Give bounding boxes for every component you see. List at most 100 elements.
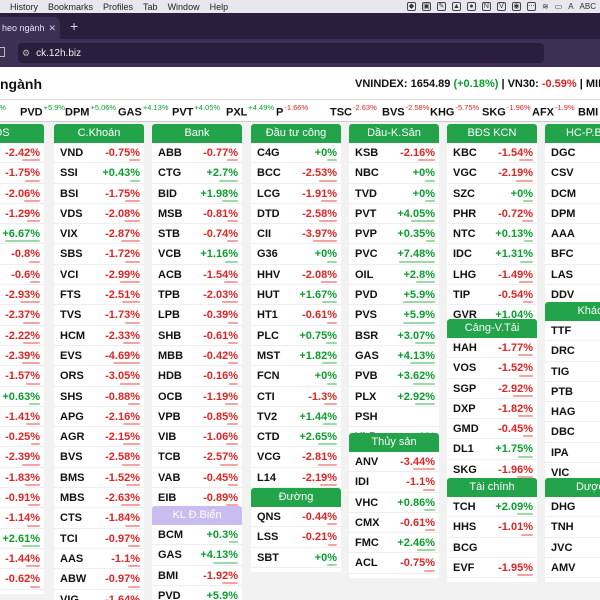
stock-row[interactable]: L14 -2.19% (251, 468, 341, 489)
stock-row[interactable]: DRC (545, 341, 600, 362)
stock-row[interactable]: HT1 -0.61% (251, 305, 341, 326)
stock-row[interactable]: NBC +0% (349, 163, 439, 184)
stock-row[interactable]: BCG (447, 538, 537, 558)
stock-row[interactable]: VCG -2.81% (251, 447, 341, 468)
ticker-item[interactable]: AFX-1.9% (532, 103, 575, 119)
stock-row[interactable]: ACB -1.54% (152, 265, 242, 286)
input-source-label[interactable]: ABC (579, 2, 596, 11)
stock-row[interactable]: CTG +2.7% (152, 163, 242, 184)
stock-row[interactable]: TPB -2.03% (152, 285, 242, 306)
stock-row[interactable]: BMS -1.52% (54, 468, 144, 489)
tray-triangle-icon[interactable]: ▲ (451, 2, 461, 11)
stock-row[interactable]: ANV -3.44% (349, 452, 439, 473)
stock-row[interactable]: -1.44% (0, 549, 44, 570)
stock-row[interactable]: -1.83% (0, 468, 44, 489)
stock-row[interactable]: SHB -0.61% (152, 326, 242, 346)
stock-row[interactable]: CII -3.97% (251, 224, 341, 245)
stock-row[interactable]: FTS -2.51% (54, 285, 144, 306)
stock-row[interactable]: CTI -1.3% (251, 387, 341, 407)
tray-app-icon[interactable]: ◆ (406, 2, 416, 11)
stock-row[interactable]: AGR -2.15% (54, 427, 144, 448)
stock-row[interactable]: -1.41% (0, 407, 44, 428)
stock-row[interactable]: EVF -1.95% (447, 558, 537, 579)
menu-history[interactable]: History (10, 1, 39, 12)
stock-row[interactable]: DL1 +1.75% (447, 439, 537, 460)
stock-row[interactable]: PHR -0.72% (447, 204, 537, 225)
stock-row[interactable]: MBS -2.63% (54, 488, 144, 509)
menu-bookmarks[interactable]: Bookmarks (48, 1, 94, 12)
stock-row[interactable]: LCG -1.91% (251, 184, 341, 204)
stock-row[interactable]: ORS -3.05% (54, 366, 144, 387)
stock-row[interactable]: +2.61% (0, 529, 44, 549)
stock-row[interactable]: SSI +0.43% (54, 163, 144, 184)
stock-row[interactable]: HAG (545, 402, 600, 423)
stock-row[interactable]: -0.91% (0, 488, 44, 509)
tab-close-icon[interactable]: ✕ (48, 22, 57, 33)
browser-tab-active[interactable]: heo ngành ✕ (0, 17, 60, 39)
stock-row[interactable]: -2.42% (0, 143, 44, 164)
stock-row[interactable]: -1.14% (0, 508, 44, 529)
stock-row[interactable]: -1.29% (0, 204, 44, 225)
stock-row[interactable]: VPB -0.85% (152, 407, 242, 428)
sector-header[interactable]: Khác (545, 302, 600, 321)
stock-row[interactable]: G36 +0% (251, 244, 341, 265)
stock-row[interactable]: TCI -0.97% (54, 529, 144, 549)
stock-row[interactable]: CMX -0.61% (349, 513, 439, 534)
sector-header[interactable]: Đường (251, 488, 341, 507)
stock-row[interactable]: -2.06% (0, 184, 44, 204)
stock-row[interactable]: PVP +0.35% (349, 224, 439, 245)
stock-row[interactable]: VOS -1.52% (447, 358, 537, 379)
ticker-item[interactable]: PXL+4.49% (226, 103, 274, 119)
stock-row[interactable]: VIX -2.87% (54, 224, 144, 245)
stock-row[interactable]: DGC (545, 143, 600, 164)
stock-row[interactable]: TIG (545, 362, 600, 382)
tray-cube-icon[interactable]: ▣ (421, 2, 431, 11)
stock-row[interactable]: PLX +2.92% (349, 387, 439, 407)
ticker-item[interactable]: BMI (578, 104, 599, 119)
stock-row[interactable]: HAH -1.77% (447, 338, 537, 359)
ticker-item[interactable]: 4.9% (0, 103, 6, 119)
menu-profiles[interactable]: Profiles (103, 1, 134, 12)
stock-row[interactable]: OCB -1.19% (152, 387, 242, 407)
stock-row[interactable]: TIP -0.54% (447, 285, 537, 306)
stock-row[interactable]: PLC +0.75% (251, 326, 341, 346)
stock-row[interactable]: BCM +0.3% (152, 525, 242, 546)
stock-row[interactable]: -0.62% (0, 569, 44, 590)
stock-row[interactable]: -1.57% (0, 366, 44, 387)
sector-header[interactable]: Thủy sản (349, 433, 439, 452)
stock-row[interactable]: SBT +0% (251, 548, 341, 568)
stock-row[interactable]: VAB -0.45% (152, 468, 242, 489)
stock-row[interactable]: -2.93% (0, 285, 44, 306)
stock-row[interactable]: PVC +7.48% (349, 244, 439, 265)
sector-header[interactable]: KL Đ.Biển (152, 506, 242, 525)
stock-row[interactable]: BMI -1.92% (152, 566, 242, 586)
sector-header[interactable]: Bank (152, 124, 242, 143)
stock-row[interactable]: APG -2.16% (54, 407, 144, 428)
menu-window[interactable]: Window (167, 1, 200, 12)
stock-row[interactable]: SBS -1.72% (54, 244, 144, 265)
stock-row[interactable]: CTD +2.65% (251, 427, 341, 448)
stock-row[interactable]: QNS -0.44% (251, 507, 341, 528)
tray-wifi-icon[interactable]: ≋ (541, 2, 549, 11)
stock-row[interactable]: BFC (545, 244, 600, 265)
stock-row[interactable]: EVS -4.69% (54, 346, 144, 367)
sidebar-toggle-icon[interactable] (0, 47, 5, 57)
stock-row[interactable]: ABB -0.77% (152, 143, 242, 164)
tray-keyboard-icon[interactable]: A (568, 2, 574, 11)
stock-row[interactable]: DBC (545, 422, 600, 443)
stock-row[interactable]: AAA (545, 224, 600, 245)
ticker-item[interactable]: KHG-5.75% (430, 103, 479, 119)
stock-row[interactable]: HDB -0.16% (152, 366, 242, 387)
stock-row[interactable]: MST +1.82% (251, 346, 341, 367)
stock-row[interactable]: MSB -0.81% (152, 204, 242, 225)
stock-row[interactable]: +0.63% (0, 387, 44, 407)
stock-row[interactable]: TCB -2.57% (152, 447, 242, 468)
stock-row[interactable]: VIB -1.06% (152, 427, 242, 448)
ticker-item[interactable]: PVT+4.05% (172, 103, 220, 119)
stock-row[interactable]: IDI -1.1% (349, 472, 439, 493)
stock-row[interactable]: HCM -2.33% (54, 326, 144, 346)
stock-row[interactable]: HHS -1.01% (447, 517, 537, 538)
stock-row[interactable]: C4G +0% (251, 143, 341, 164)
sector-header[interactable]: C.Khoán (54, 124, 144, 143)
tray-notion-icon[interactable]: N (481, 2, 491, 11)
